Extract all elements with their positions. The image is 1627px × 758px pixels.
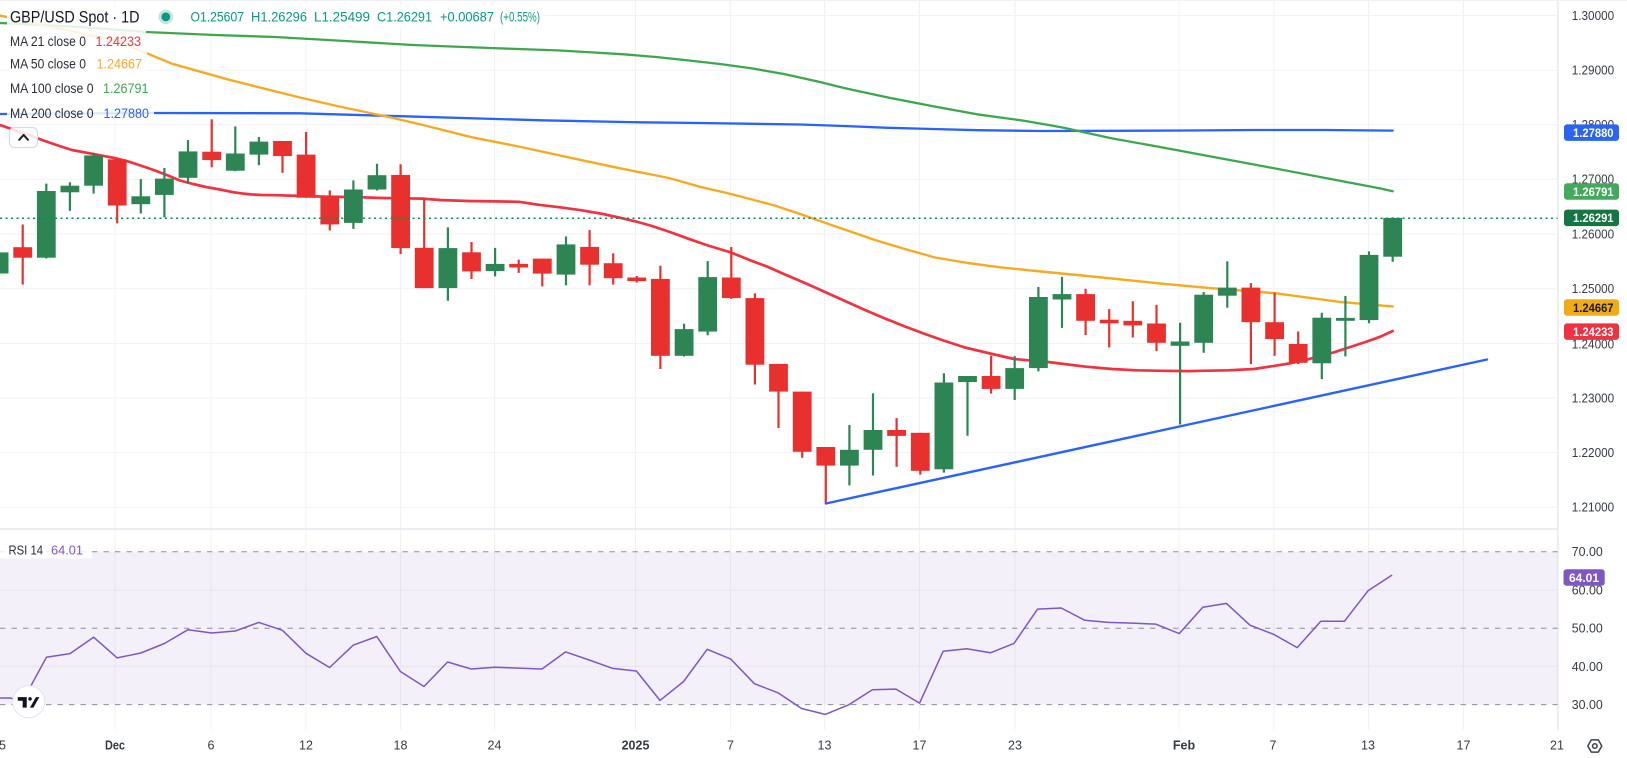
svg-text:1.26291: 1.26291 xyxy=(1573,211,1614,225)
svg-text:L1.25499: L1.25499 xyxy=(314,8,370,24)
svg-text:13: 13 xyxy=(1361,739,1375,753)
svg-text:RSI 14: RSI 14 xyxy=(9,543,44,558)
svg-text:30.00: 30.00 xyxy=(1572,698,1603,712)
svg-text:1.25000: 1.25000 xyxy=(1572,282,1614,296)
svg-text:1.23000: 1.23000 xyxy=(1572,391,1614,405)
svg-text:MA 50 close 0: MA 50 close 0 xyxy=(10,57,86,72)
svg-text:1.26791: 1.26791 xyxy=(1573,185,1614,199)
svg-text:Feb: Feb xyxy=(1173,739,1196,753)
svg-text:1.24233: 1.24233 xyxy=(1573,325,1614,339)
svg-text:GBP/USD Spot · 1D: GBP/USD Spot · 1D xyxy=(10,8,140,26)
svg-text:1.26791: 1.26791 xyxy=(103,81,149,96)
svg-text:18: 18 xyxy=(394,739,408,753)
svg-text:21: 21 xyxy=(1550,739,1564,753)
svg-text:1.24667: 1.24667 xyxy=(97,57,143,72)
svg-text:50.00: 50.00 xyxy=(1572,622,1603,636)
svg-text:C1.26291: C1.26291 xyxy=(377,8,432,24)
svg-text:1.26000: 1.26000 xyxy=(1572,227,1614,241)
svg-text:7: 7 xyxy=(1270,739,1277,753)
svg-text:1.27880: 1.27880 xyxy=(104,106,150,121)
svg-text:MA 21 close 0: MA 21 close 0 xyxy=(10,34,86,49)
svg-text:7: 7 xyxy=(727,739,734,753)
svg-text:MA 100 close 0: MA 100 close 0 xyxy=(10,81,94,96)
svg-text:1.30000: 1.30000 xyxy=(1572,9,1614,23)
svg-text:(+0.55%): (+0.55%) xyxy=(500,8,540,24)
svg-text:60.00: 60.00 xyxy=(1572,584,1603,598)
svg-text:64.01: 64.01 xyxy=(51,543,83,558)
svg-text:1.27880: 1.27880 xyxy=(1573,126,1614,140)
svg-text:64.01: 64.01 xyxy=(1569,571,1599,585)
svg-text:1.24233: 1.24233 xyxy=(96,34,142,49)
svg-text:1.27000: 1.27000 xyxy=(1572,173,1614,187)
svg-text:17: 17 xyxy=(1457,739,1471,753)
svg-text:1.22000: 1.22000 xyxy=(1572,446,1614,460)
svg-text:17: 17 xyxy=(913,739,927,753)
svg-text:6: 6 xyxy=(208,739,215,753)
svg-text:MA 200 close 0: MA 200 close 0 xyxy=(10,106,94,121)
svg-text:O1.25607: O1.25607 xyxy=(191,8,245,24)
svg-text:23: 23 xyxy=(1008,739,1022,753)
svg-text:13: 13 xyxy=(818,739,832,753)
svg-text:70.00: 70.00 xyxy=(1572,545,1603,559)
svg-text:1.29000: 1.29000 xyxy=(1572,64,1614,78)
svg-text:+0.00687: +0.00687 xyxy=(440,8,494,24)
svg-text:1.24667: 1.24667 xyxy=(1573,301,1614,315)
svg-text:H1.26296: H1.26296 xyxy=(251,8,307,24)
svg-text:1.24000: 1.24000 xyxy=(1572,337,1614,351)
svg-text:2025: 2025 xyxy=(622,739,650,753)
svg-text:1.21000: 1.21000 xyxy=(1572,501,1614,515)
svg-text:5: 5 xyxy=(0,739,6,753)
svg-text:Dec: Dec xyxy=(105,739,125,753)
svg-text:40.00: 40.00 xyxy=(1572,660,1603,674)
svg-text:24: 24 xyxy=(488,739,502,753)
svg-text:12: 12 xyxy=(299,739,313,753)
